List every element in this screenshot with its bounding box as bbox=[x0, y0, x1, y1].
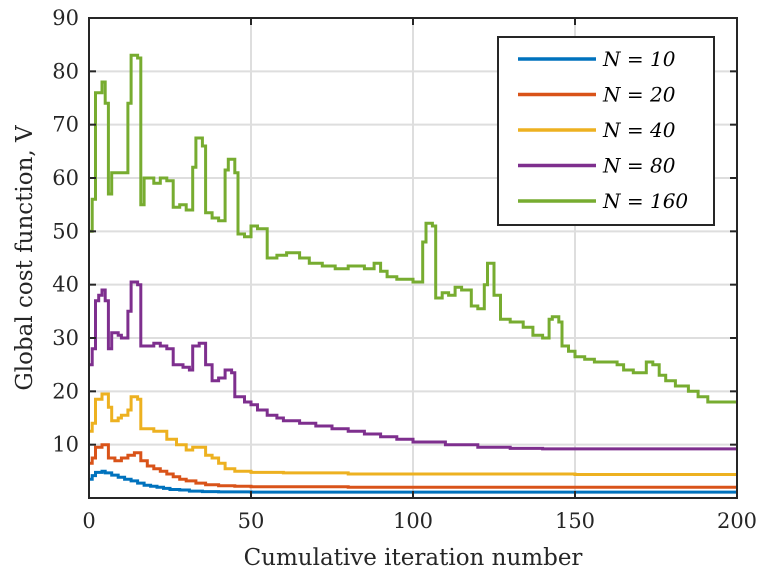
y-tick-label: 10 bbox=[52, 433, 79, 457]
series-line-2 bbox=[89, 443, 737, 489]
series-line-5 bbox=[89, 53, 737, 404]
legend-label-2: N = 20 bbox=[602, 83, 676, 107]
plot-area bbox=[89, 53, 737, 494]
x-tick-label: 100 bbox=[393, 509, 433, 533]
x-tick-label: 200 bbox=[717, 509, 757, 533]
axes bbox=[88, 17, 738, 499]
x-tick-label: 0 bbox=[82, 509, 95, 533]
x-axis-label: Cumulative iteration number bbox=[244, 545, 583, 571]
y-tick-label: 90 bbox=[52, 6, 79, 30]
legend-label-4: N = 80 bbox=[602, 154, 676, 178]
legend-label-1: N = 10 bbox=[602, 47, 676, 71]
y-tick-label: 40 bbox=[52, 273, 79, 297]
y-tick-label: 70 bbox=[52, 113, 79, 137]
series-line-1 bbox=[89, 469, 737, 494]
legend-label-3: N = 40 bbox=[602, 118, 676, 142]
y-tick-label: 60 bbox=[52, 166, 79, 190]
y-tick-label: 30 bbox=[52, 326, 79, 350]
y-tick-label: 80 bbox=[52, 59, 79, 83]
x-tick-label: 150 bbox=[555, 509, 595, 533]
legend-label-5: N = 160 bbox=[602, 189, 688, 213]
y-tick-label: 20 bbox=[52, 379, 79, 403]
legend: N = 10 N = 20 N = 40 N = 80 N = 160 bbox=[497, 36, 715, 226]
y-tick-label: 50 bbox=[52, 219, 79, 243]
series-line-3 bbox=[89, 392, 737, 476]
tick-labels: 0 50 100 150 200 10 20 30 40 50 60 70 80 90 bbox=[52, 6, 757, 533]
series-line-4 bbox=[89, 280, 737, 451]
x-tick-label: 50 bbox=[238, 509, 265, 533]
y-axis-label: Global cost function, V bbox=[12, 125, 38, 391]
